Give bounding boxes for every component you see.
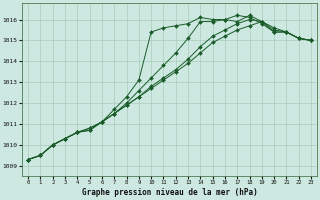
X-axis label: Graphe pression niveau de la mer (hPa): Graphe pression niveau de la mer (hPa) [82, 188, 258, 197]
